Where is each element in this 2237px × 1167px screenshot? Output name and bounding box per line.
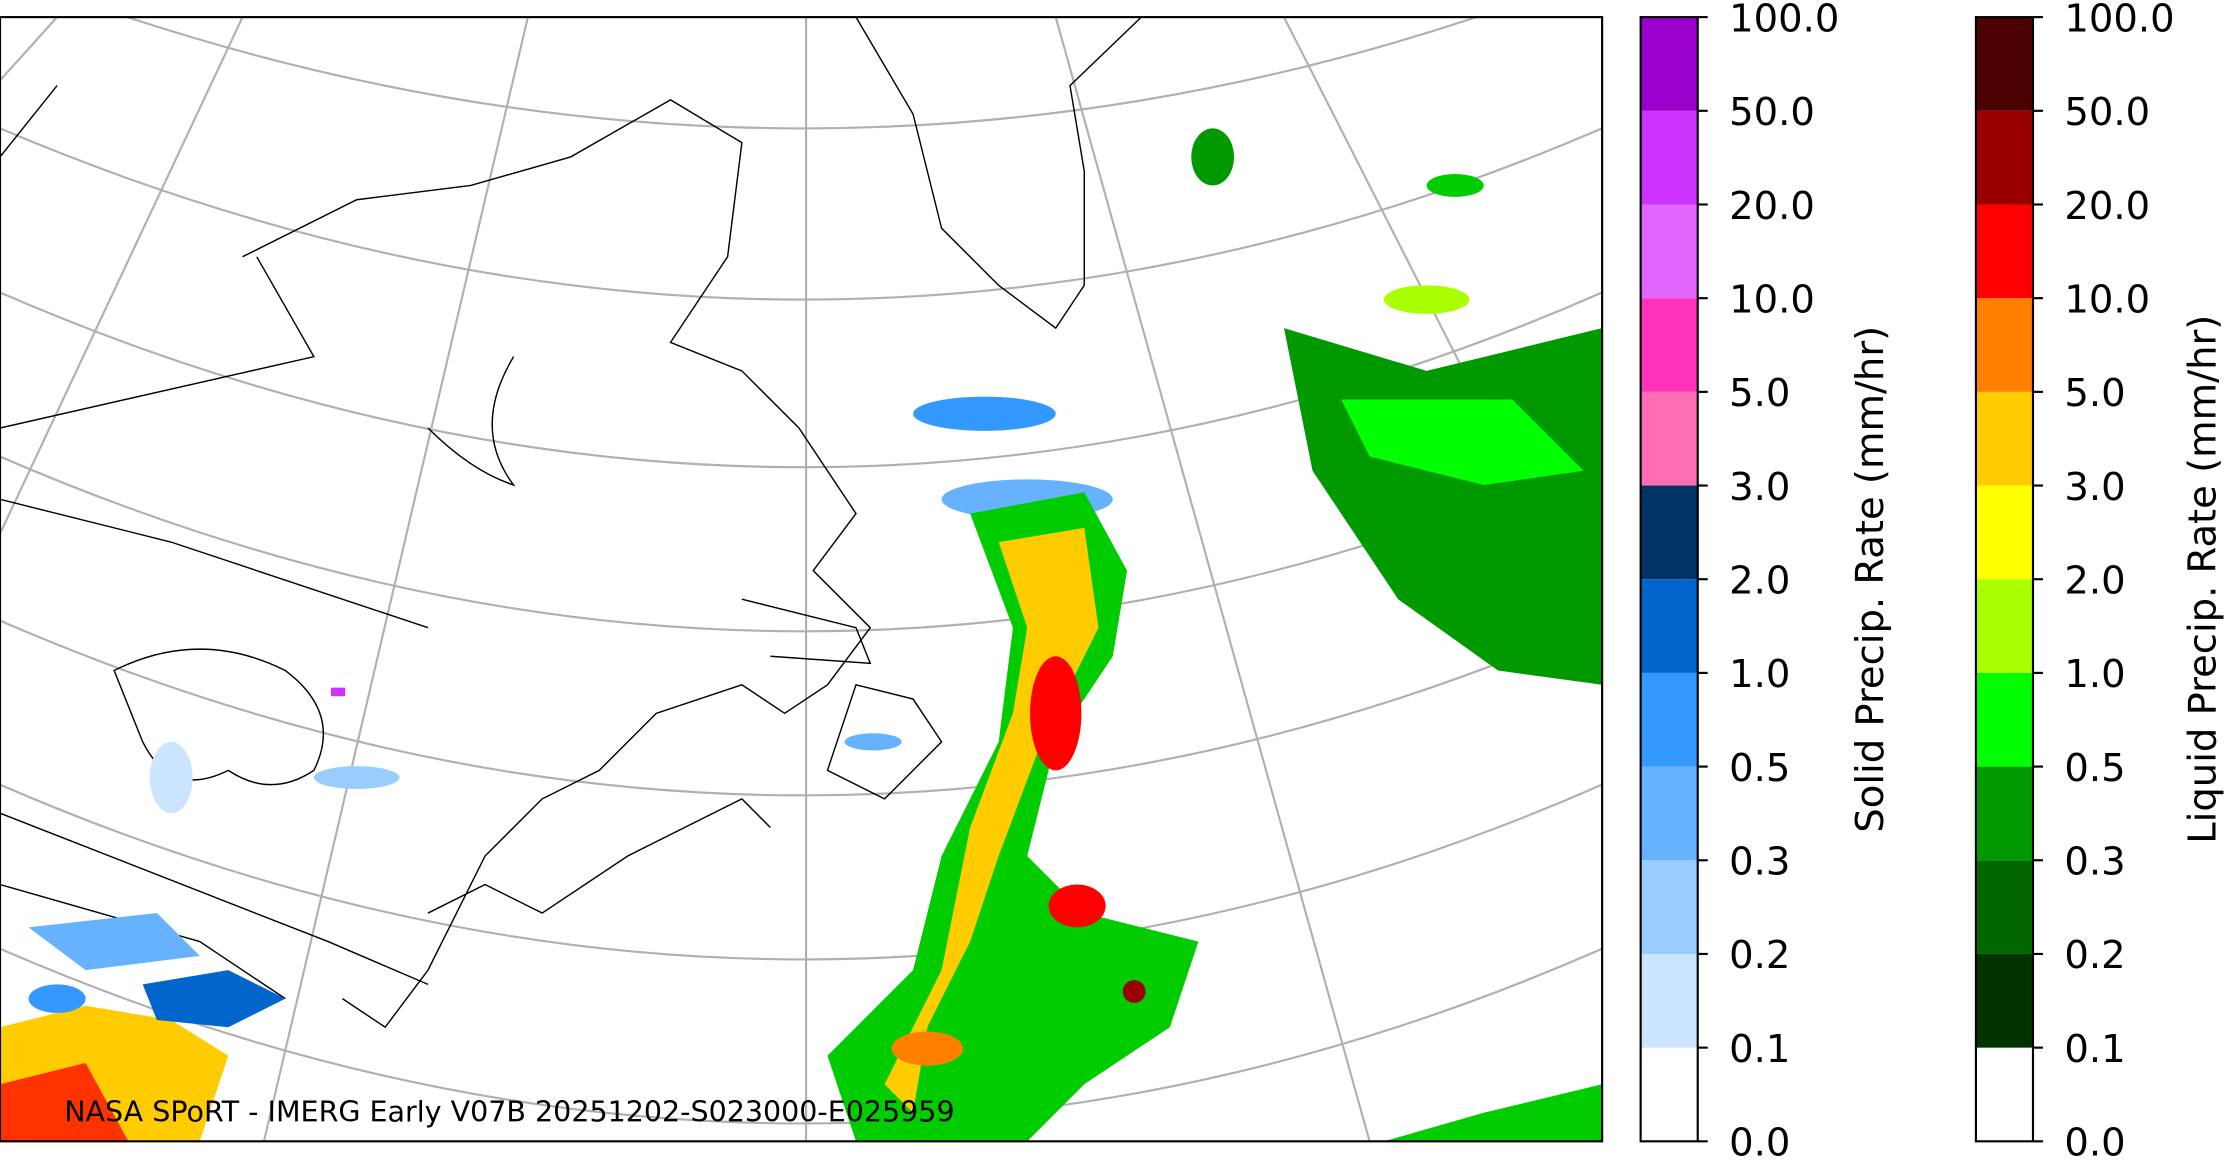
coastlines — [0, 17, 1142, 1029]
colorbar-label: Solid Precip. Rate (mm/hr) — [1848, 326, 1893, 833]
colorbar-tick-label: 0.1 — [2064, 1027, 2125, 1072]
colorbar-tick-label: 0.2 — [2064, 933, 2125, 978]
map-frame — [0, 16, 1604, 1143]
colorbar-label: Liquid Precip. Rate (mm/hr) — [2181, 315, 2226, 844]
colorbar-tick-label: 3.0 — [1729, 465, 1790, 510]
colorbar-tick-label: 10.0 — [1729, 277, 1815, 322]
colorbar-tick-label: 2.0 — [1729, 558, 1790, 603]
graticule — [0, 17, 1603, 1142]
colorbar-segment — [1975, 110, 2033, 205]
colorbar-tick-label: 0.5 — [2064, 746, 2125, 791]
colorbar-segment — [1640, 485, 1698, 580]
colorbar-tick-label: 50.0 — [1729, 90, 1815, 135]
colorbar-segment — [1975, 391, 2033, 486]
colorbar-tick-label: 0.1 — [1729, 1027, 1790, 1072]
colorbar-tick-label: 0.2 — [1729, 933, 1790, 978]
colorbar-tick-label: 0.0 — [2064, 1121, 2125, 1166]
colorbar-segment — [1640, 298, 1698, 392]
colorbar-segment — [1975, 579, 2033, 673]
colorbar-segment — [1640, 1047, 1698, 1142]
map — [0, 17, 1603, 1142]
colorbar-segment — [1975, 860, 2033, 954]
colorbar-segment — [1975, 1047, 2033, 1142]
colorbar-tick-label: 1.0 — [1729, 652, 1790, 697]
colorbar-segment — [1640, 860, 1698, 954]
annotation: NASA SPoRT - IMERG Early V07B 20251202-S… — [64, 1095, 954, 1128]
colorbar-tick-label: 20.0 — [1729, 184, 1815, 229]
colorbar-segment — [1975, 485, 2033, 580]
colorbar-tick-label: 1.0 — [2064, 652, 2125, 697]
colorbar-tick-label: 5.0 — [1729, 371, 1790, 416]
colorbar-tick-label: 0.3 — [2064, 840, 2125, 885]
colorbar-segment — [1975, 298, 2033, 392]
colorbar-tick-label: 2.0 — [2064, 558, 2125, 603]
colorbar-tick-label: 100.0 — [1729, 0, 1839, 41]
colorbar-segment — [1640, 953, 1698, 1048]
colorbar-segment — [1975, 672, 2033, 767]
colorbar-tick-label: 0.3 — [1729, 840, 1790, 885]
colorbar-segment — [1975, 953, 2033, 1048]
colorbar-segment — [1640, 672, 1698, 767]
colorbar-segment — [1640, 110, 1698, 205]
precipitation — [0, 128, 1603, 1142]
colorbar-tick-label: 5.0 — [2064, 371, 2125, 416]
colorbar-segment — [1640, 766, 1698, 861]
colorbar-tick-label: 20.0 — [2064, 184, 2150, 229]
colorbar-tick-label: 10.0 — [2064, 277, 2150, 322]
colorbar-segment — [1640, 17, 1698, 111]
colorbar-segment — [1975, 204, 2033, 299]
colorbar-tick-label: 50.0 — [2064, 90, 2150, 135]
colorbar-segment — [1640, 579, 1698, 673]
colorbar-tick-label: 3.0 — [2064, 465, 2125, 510]
colorbar-segment — [1640, 204, 1698, 299]
colorbar-segment — [1975, 766, 2033, 861]
colorbar-tick-label: 0.0 — [1729, 1121, 1790, 1166]
colorbar-segment — [1640, 391, 1698, 486]
colorbar-tick-label: 0.5 — [1729, 746, 1790, 791]
colorbar-tick-label: 100.0 — [2064, 0, 2174, 41]
colorbar-segment — [1975, 17, 2033, 111]
